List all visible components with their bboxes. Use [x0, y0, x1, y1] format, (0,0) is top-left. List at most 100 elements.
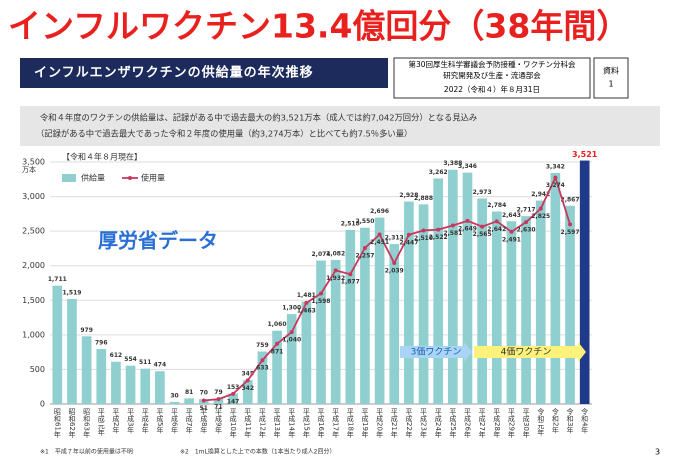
x-tick-label: 平成28年 — [493, 408, 501, 439]
bar-label: 79 — [214, 389, 222, 396]
point — [538, 206, 543, 211]
bar — [257, 351, 268, 404]
point-label: 2,257 — [355, 252, 374, 259]
point — [362, 245, 367, 250]
x-tick-label: 平成19年 — [361, 408, 369, 439]
point-label: 1,877 — [341, 279, 360, 286]
bar — [125, 365, 136, 404]
x-tick-label: 平成9年 — [214, 408, 222, 435]
bar-label: 2,717 — [517, 207, 536, 214]
x-tick-label: 平成22年 — [405, 408, 413, 439]
point-label: 1,598 — [312, 298, 331, 305]
bar — [301, 301, 312, 404]
point-label: 51 — [200, 405, 208, 412]
point — [201, 398, 206, 403]
meta: 2022（令和４）年８月31日 — [444, 84, 540, 94]
bar — [448, 169, 458, 404]
header: インフルエンザワクチンの供給量の年次推移 — [34, 65, 314, 81]
bar-label: 3,346 — [458, 163, 477, 170]
point-label: 2,825 — [531, 213, 550, 220]
x-tick-label: 平成12年 — [258, 408, 266, 439]
x-tick-label: 昭和61年 — [53, 408, 61, 439]
x-tick-label: 平成26年 — [463, 408, 471, 439]
bar — [140, 368, 151, 404]
unit: 万本 — [22, 165, 36, 174]
y-tick-label: 2,000 — [22, 261, 45, 270]
bar-label: 153 — [227, 384, 240, 391]
y-tick-label: 1,000 — [22, 330, 45, 339]
point — [392, 261, 397, 266]
bar-label: 2,082 — [326, 251, 345, 258]
bar — [111, 361, 121, 404]
y-tick-label: 2,500 — [22, 227, 45, 236]
bar — [169, 401, 180, 404]
point-label: 1,040 — [282, 337, 301, 344]
bar — [462, 172, 473, 404]
y-tick-label: 500 — [30, 365, 45, 374]
point-label: 2,039 — [385, 268, 404, 275]
point — [524, 220, 529, 225]
x-tick-label: 平成8年 — [200, 408, 208, 435]
point-label: 2,642 — [487, 226, 506, 233]
point — [289, 330, 294, 335]
bar-label: 2,867 — [561, 196, 580, 203]
bar-label: 2,696 — [370, 208, 389, 215]
x-tick-label: 平成3年 — [127, 408, 135, 435]
point — [260, 358, 265, 363]
point — [245, 378, 250, 383]
bar-label: 3,388 — [443, 160, 462, 167]
point-label: 3,274 — [546, 182, 565, 189]
bar — [67, 298, 77, 404]
point — [494, 219, 499, 224]
x-tick-label: 平成29年 — [507, 408, 515, 439]
bar-label: 1,711 — [48, 276, 67, 283]
page-number: 3 — [655, 448, 660, 457]
bar — [316, 260, 326, 404]
x-tick-label: 令和3年 — [566, 407, 574, 434]
bar-label: 345 — [241, 371, 254, 378]
bar-label: 2,643 — [502, 212, 521, 219]
point-label: 1,932 — [326, 275, 345, 282]
bar — [272, 330, 282, 404]
header-bar — [20, 58, 388, 88]
legend-swatch — [62, 174, 76, 182]
arrow — [400, 342, 472, 362]
point — [275, 341, 280, 346]
bar — [521, 216, 531, 404]
x-tick-label: 平成21年 — [390, 408, 398, 439]
x-tick-label: 令和元年 — [537, 407, 545, 437]
point-label: 871 — [271, 348, 284, 355]
bar — [433, 178, 444, 404]
annotation: 厚労省データ — [98, 229, 218, 253]
doc-id: 1 — [608, 80, 613, 89]
x-tick-label: 平成27年 — [478, 408, 486, 439]
bar — [155, 371, 165, 404]
summary-box — [20, 106, 660, 146]
legend-swatch — [128, 176, 132, 180]
bar — [242, 380, 253, 404]
bar — [374, 217, 385, 404]
bar — [565, 205, 575, 404]
x-tick-label: 平成13年 — [273, 408, 281, 439]
bar-label: 796 — [95, 339, 108, 346]
bar-label: 979 — [80, 327, 93, 334]
bar — [213, 398, 224, 404]
bar-label: 554 — [124, 356, 137, 363]
line — [203, 175, 571, 402]
point — [348, 272, 353, 277]
bar-label: 2,074 — [312, 251, 331, 258]
bar — [535, 200, 546, 404]
bar — [550, 172, 561, 404]
x-tick-label: 平成10年 — [229, 408, 237, 439]
x-tick-label: 平成20年 — [376, 408, 384, 439]
headline: インフルワクチン13.4億回分（38年間） — [8, 7, 629, 46]
meta-box — [393, 57, 591, 99]
point-label: 2,447 — [399, 239, 418, 246]
point — [568, 222, 573, 227]
point — [480, 224, 485, 229]
bar — [52, 285, 63, 404]
note: 【令和４年８月現在】 — [62, 152, 142, 162]
meta: 第30回厚生科学審議会予防接種・ワクチン分科会 — [408, 59, 576, 69]
x-tick-label: 平成14年 — [288, 408, 296, 439]
